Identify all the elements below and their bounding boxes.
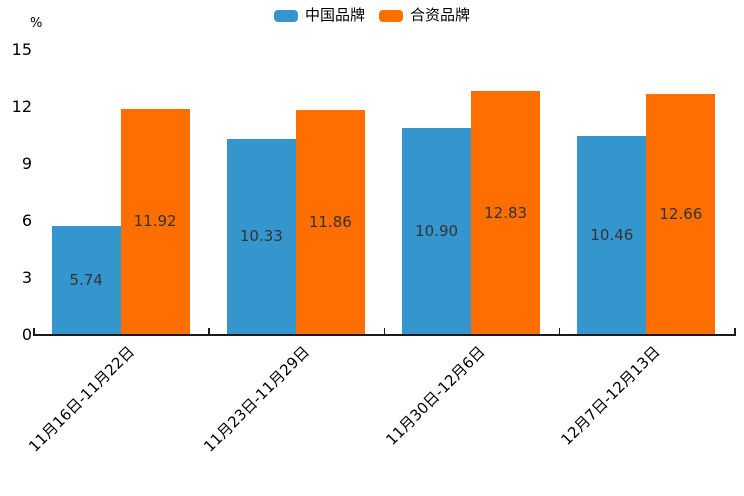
y-tick-label: 9	[21, 154, 32, 173]
bar-value-label: 5.74	[69, 270, 103, 289]
x-category-label: 11月23日-11月29日	[200, 342, 314, 456]
x-category-label: 11月30日-12月6日	[382, 342, 489, 449]
legend-item-joint-venture-brands[interactable]: 合资品牌	[379, 8, 470, 23]
bar-value-label: 11.86	[308, 212, 352, 231]
legend-swatch-china-brands	[273, 9, 298, 22]
bar-joint-venture-brands-3[interactable]: 12.66	[646, 94, 716, 335]
x-axis-tick	[208, 328, 210, 335]
x-axis-tick	[558, 328, 561, 335]
bar-joint-venture-brands-2[interactable]: 12.83	[471, 91, 541, 335]
x-axis-tick	[33, 328, 35, 335]
x-category-label: 11月16日-11月22日	[24, 342, 138, 456]
y-tick-label: 6	[21, 211, 32, 230]
bar-china-brands-3[interactable]: 10.46	[577, 136, 647, 335]
bar-joint-venture-brands-1[interactable]: 11.86	[295, 109, 365, 335]
bar-value-label: 12.66	[659, 205, 703, 224]
x-category-label: 12月7日-12月13日	[557, 342, 664, 449]
bar-value-label: 10.46	[590, 226, 634, 245]
y-tick-label: 3	[21, 268, 32, 287]
y-tick-label: 12	[11, 97, 32, 116]
y-tick-label: 0	[21, 325, 32, 344]
bar-china-brands-2[interactable]: 10.90	[402, 127, 472, 335]
bar-value-label: 11.92	[133, 212, 177, 231]
x-axis-tick	[383, 328, 386, 335]
y-axis-unit-label: %	[30, 16, 43, 31]
legend-label-china-brands: 中国品牌	[304, 6, 365, 24]
legend-item-china-brands[interactable]: 中国品牌	[273, 6, 365, 24]
bar-china-brands-0[interactable]: 5.74	[51, 225, 121, 335]
bar-joint-venture-brands-0[interactable]: 11.92	[120, 108, 190, 335]
bar-value-label: 10.33	[239, 227, 283, 246]
bar-value-label: 12.83	[484, 203, 528, 222]
legend-swatch-joint-venture-brands	[379, 9, 403, 22]
x-axis-tick	[734, 328, 736, 335]
bar-china-brands-1[interactable]: 10.33	[226, 138, 296, 335]
bar-value-label: 10.90	[415, 221, 459, 240]
y-tick-label: 15	[11, 40, 32, 59]
legend: 中国品牌 合资品牌	[0, 8, 744, 23]
legend-label-joint-venture-brands: 合资品牌	[410, 6, 471, 24]
